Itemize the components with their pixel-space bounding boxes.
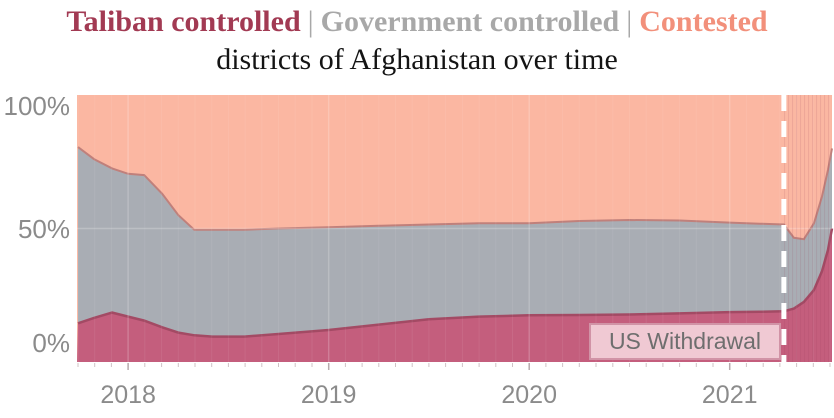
x-axis-label-2020: 2020 bbox=[501, 381, 557, 409]
legend-contested: Contested bbox=[639, 5, 768, 38]
x-axis-ticks bbox=[77, 363, 831, 370]
x-axis-label-2019: 2019 bbox=[300, 381, 357, 409]
y-axis-label-50: 50% bbox=[17, 214, 70, 244]
chart-title-legend: Taliban controlled | Government controlled… bbox=[0, 3, 834, 41]
us-withdrawal-text: US Withdrawal bbox=[608, 328, 762, 354]
y-axis-label-0: 0% bbox=[32, 328, 70, 358]
y-axis-label-100: 100% bbox=[3, 91, 71, 121]
title-separator: | bbox=[307, 5, 314, 38]
legend-taliban-controlled: Taliban controlled bbox=[66, 5, 301, 38]
government-area bbox=[78, 147, 832, 337]
post-withdrawal-stripes bbox=[783, 95, 832, 362]
legend-government-controlled: Government controlled bbox=[320, 5, 620, 38]
title-separator: | bbox=[626, 5, 633, 38]
x-axis-label-2021: 2021 bbox=[701, 381, 758, 409]
chart-subtitle: districts of Afghanistan over time bbox=[216, 43, 618, 76]
us-withdrawal-label: US Withdrawal bbox=[589, 323, 781, 360]
x-axis-label-2018: 2018 bbox=[100, 381, 156, 409]
